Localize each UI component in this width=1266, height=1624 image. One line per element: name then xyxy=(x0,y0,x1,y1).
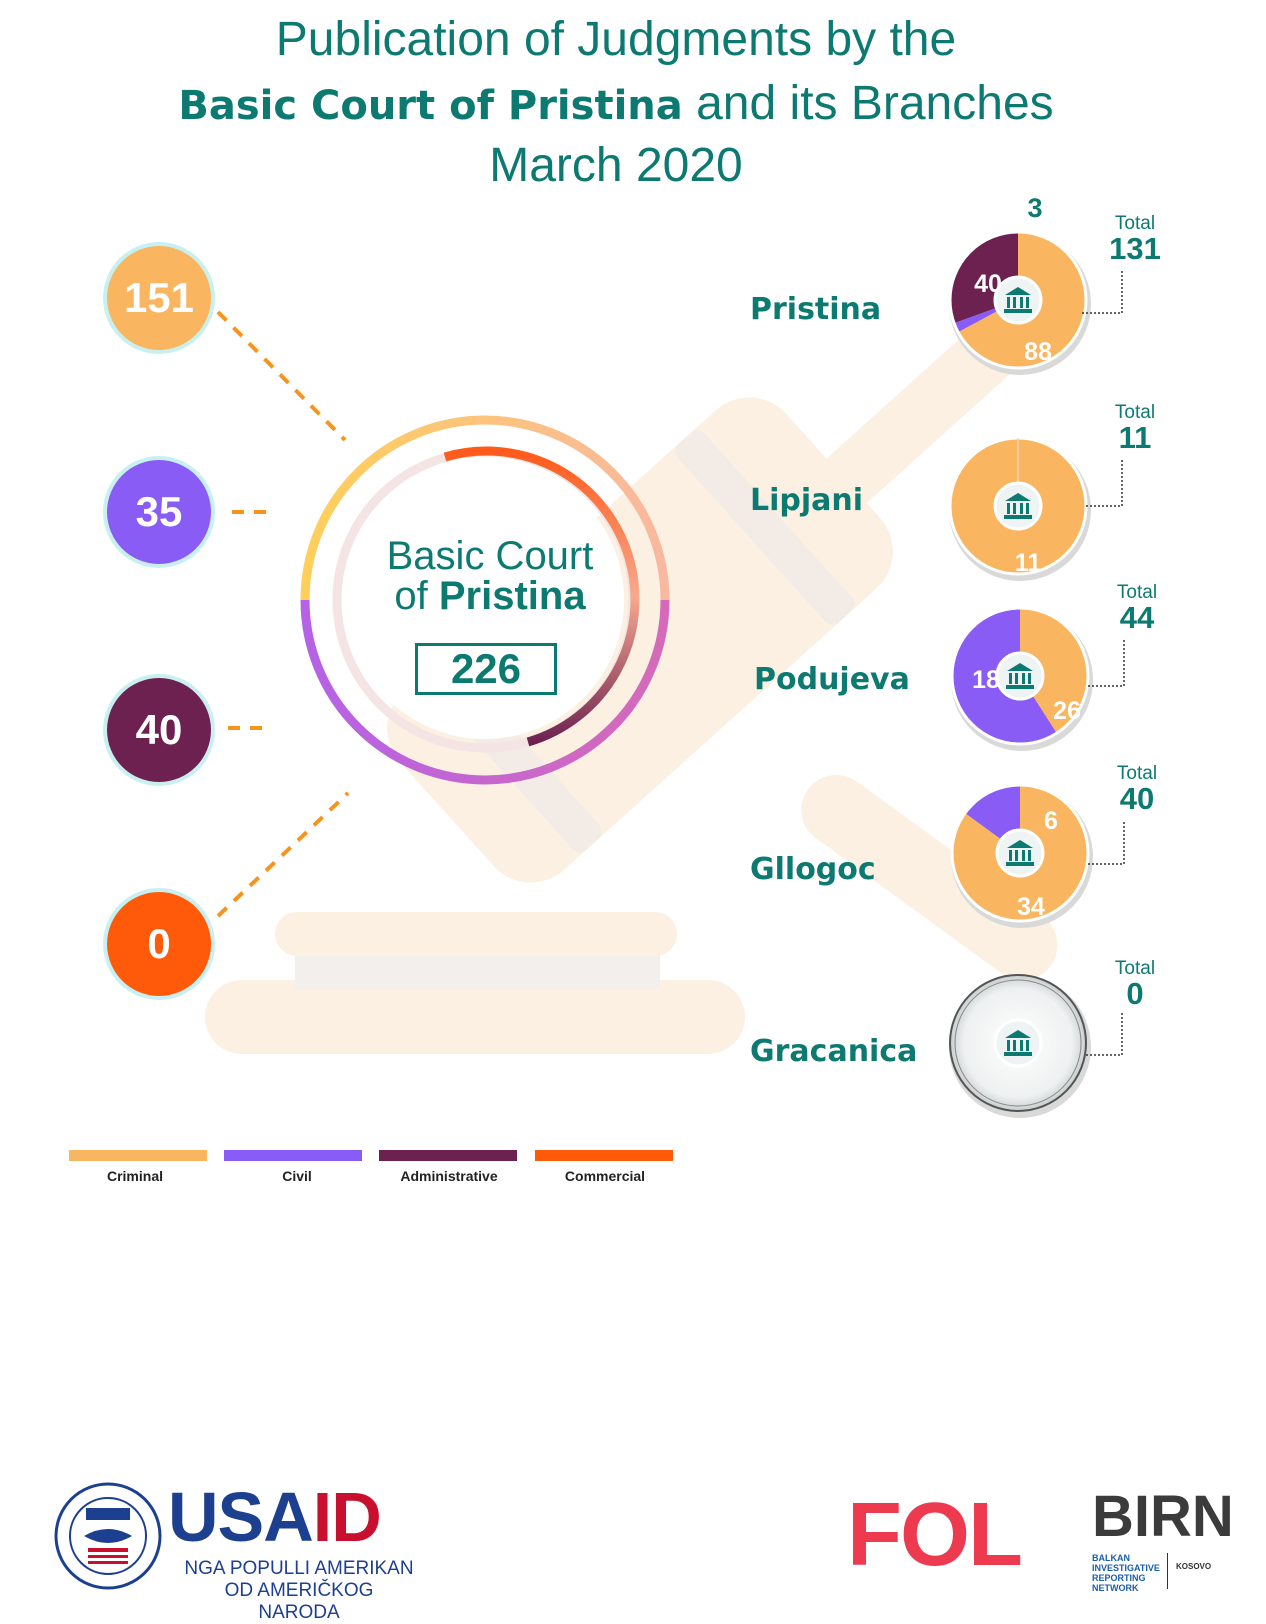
criminal-count: 151 xyxy=(123,274,195,321)
courthouse-glyph-gracanica xyxy=(1004,1030,1032,1056)
legend-swatch-criminal xyxy=(69,1150,207,1161)
inner-ring-arc xyxy=(443,446,640,747)
commercial-count: 0 xyxy=(147,920,171,967)
usaid-logo-a: USA xyxy=(168,1478,314,1556)
pie-slice-podujeva-criminal xyxy=(1020,608,1089,734)
branch-name-lipjani: Lipjani xyxy=(750,483,864,518)
total-label-pristina: Total xyxy=(1114,213,1156,234)
commercial-count-circle: 0 xyxy=(107,892,211,996)
birn-logo: BIRN xyxy=(1092,1484,1234,1549)
usaid-tagline-1: NGA POPULLI AMERIKAN xyxy=(184,1558,414,1579)
courthouse-glyph-pristina xyxy=(1004,287,1032,313)
total-value-pristina: 131 xyxy=(1109,231,1161,266)
criminal-count-circle: 151 xyxy=(107,246,211,350)
branch-name-gracanica: Gracanica xyxy=(750,1034,918,1069)
branch-name-gllogoc: Gllogoc xyxy=(750,852,876,887)
total-leader-gllogoc xyxy=(1088,820,1125,865)
data-label-pristina-civil: 3 xyxy=(1027,193,1043,223)
outer-ring-top xyxy=(300,415,670,601)
administrative-count-circle: 40 xyxy=(107,678,211,782)
usaid-logo-b: ID xyxy=(312,1478,382,1556)
total-leader-gracanica xyxy=(1086,1012,1123,1056)
data-label-podujeva-criminal: 18 xyxy=(972,666,1000,694)
fol-logo: FOL xyxy=(847,1485,1023,1585)
courthouse-glyph-lipjani xyxy=(1004,493,1032,519)
data-label-pristina-administrative: 40 xyxy=(974,270,1002,298)
usaid-logo: USAID xyxy=(168,1482,382,1552)
courthouse-glyph-gllogoc xyxy=(1006,840,1034,866)
birn-tagline: BALKAN INVESTIGATIVE REPORTING NETWORK xyxy=(1092,1553,1160,1593)
courthouse-icon-gllogoc xyxy=(995,828,1045,878)
courthouse-icon-gracanica xyxy=(993,1018,1043,1068)
total-value-podujeva: 44 xyxy=(1119,600,1155,635)
total-value-lipjani: 11 xyxy=(1118,420,1152,455)
center-label-bold: Pristina xyxy=(438,574,586,618)
courthouse-glyph-podujeva xyxy=(1006,663,1034,689)
chart-subtitle-date: March 2020 xyxy=(489,139,743,192)
total-leader-podujeva xyxy=(1088,638,1125,687)
civil-count-circle: 35 xyxy=(107,460,211,564)
birn-kosovo: KOSOVO xyxy=(1176,1562,1212,1571)
data-label-pristina-criminal: 88 xyxy=(1024,338,1052,366)
legend-swatch-civil xyxy=(224,1150,362,1161)
total-label-lipjani: Total xyxy=(1114,402,1156,423)
data-label-lipjani-criminal: 11 xyxy=(1014,549,1042,577)
total-leader-lipjani xyxy=(1086,458,1123,507)
total-value-gracanica: 0 xyxy=(1126,976,1144,1011)
connector-commercial xyxy=(216,791,350,918)
empty-donut-inner-gracanica xyxy=(954,979,1082,1107)
legend-label-criminal: Criminal xyxy=(106,1168,163,1184)
center-label-prefix: of xyxy=(394,574,439,618)
usaid-tagline-2: OD AMERIČKOG NARODA xyxy=(224,1580,374,1623)
chart-title-rest: and its Branches xyxy=(682,77,1054,130)
chart-title-line2: Basic Court of Pristina and its Branches xyxy=(0,76,1232,131)
data-label-gllogoc-civil: 6 xyxy=(1044,807,1058,835)
civil-count: 35 xyxy=(135,488,183,535)
legend-label-administrative: Administrative xyxy=(400,1168,498,1184)
chart-title-bold: Basic Court of Pristina xyxy=(178,83,683,129)
chart-title-line1: Publication of Judgments by the xyxy=(275,13,957,66)
donut-ring-pristina xyxy=(948,230,1088,370)
data-label-podujeva-civil: 26 xyxy=(1053,697,1081,725)
legend-swatch-commercial xyxy=(535,1150,673,1161)
total-label-gracanica: Total xyxy=(1114,958,1156,979)
total-value-gllogoc: 40 xyxy=(1119,781,1155,816)
courthouse-icon-lipjani xyxy=(993,481,1043,531)
donut-ring-podujeva xyxy=(950,606,1090,746)
center-total-box: 226 xyxy=(415,643,557,695)
center-label-line2: of Pristina xyxy=(330,576,650,616)
outer-ring-bottom xyxy=(300,599,670,785)
legend-label-commercial: Commercial xyxy=(564,1168,646,1184)
branch-name-pristina: Pristina xyxy=(750,292,882,327)
birn-divider xyxy=(1167,1553,1168,1589)
usaid-seal-logo xyxy=(54,1482,162,1590)
legend-swatch-administrative xyxy=(379,1150,517,1161)
total-leader-pristina xyxy=(1082,270,1123,314)
center-label-line1: Basic Court xyxy=(386,534,594,578)
total-label-gllogoc: Total xyxy=(1116,763,1158,784)
donut-ring-gllogoc xyxy=(950,783,1090,923)
administrative-count: 40 xyxy=(135,706,183,753)
legend-label-civil: Civil xyxy=(282,1168,312,1184)
data-label-gllogoc-criminal: 34 xyxy=(1017,893,1045,921)
branch-name-podujeva: Podujeva xyxy=(754,662,910,697)
total-label-podujeva: Total xyxy=(1116,582,1158,603)
connector-criminal xyxy=(216,310,347,442)
